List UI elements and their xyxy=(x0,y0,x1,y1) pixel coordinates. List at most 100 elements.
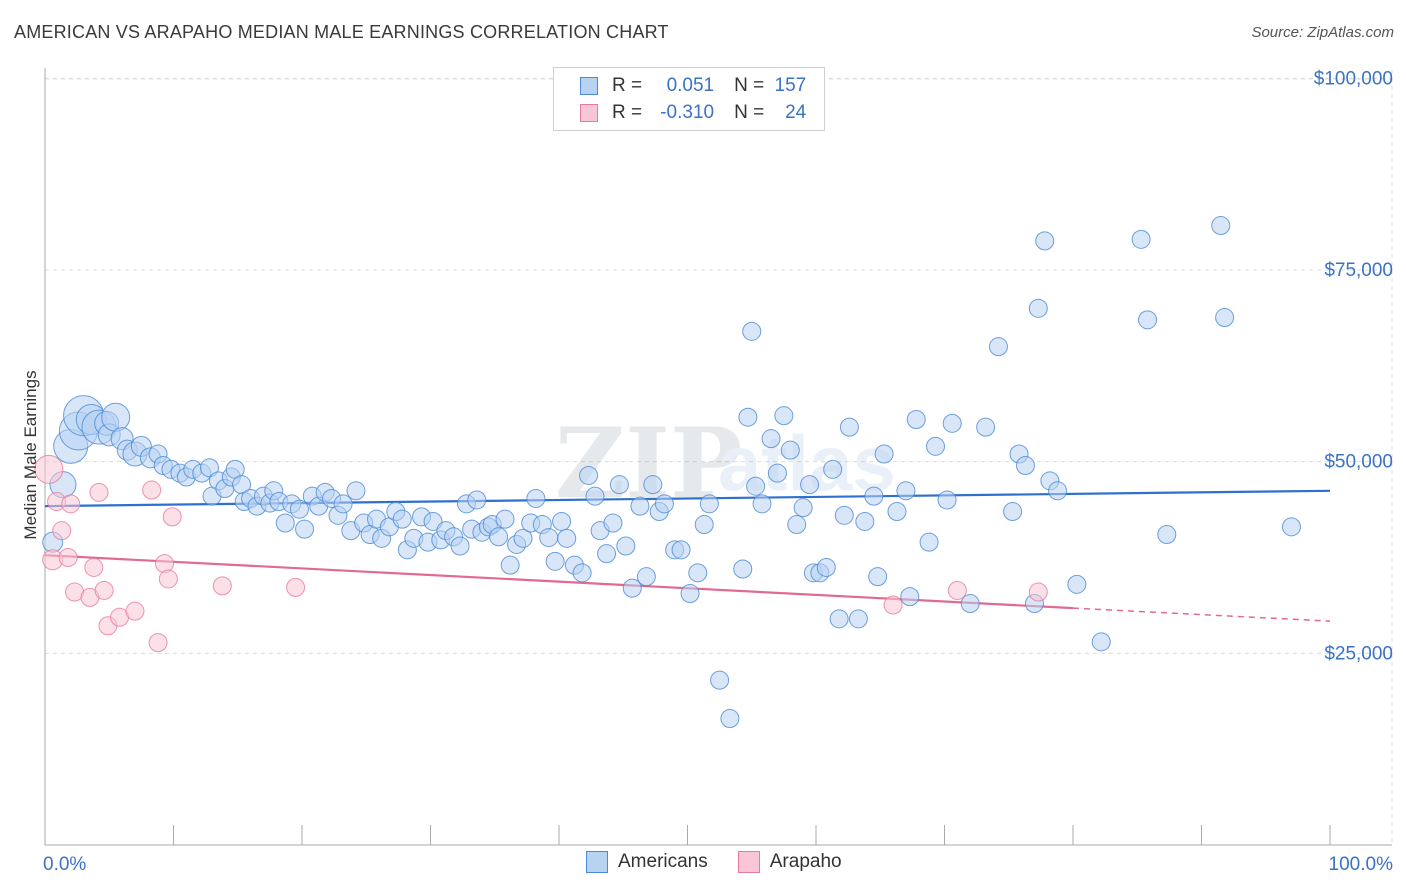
point-americans xyxy=(603,513,623,533)
y-tick-labels: $25,000 $50,000 $75,000 $100,000 xyxy=(1314,68,1393,664)
chart-title: AMERICAN VS ARAPAHO MEDIAN MALE EARNINGS… xyxy=(14,22,669,42)
point-americans xyxy=(1067,574,1087,594)
point-americans xyxy=(671,540,691,560)
point-arapaho xyxy=(286,577,306,597)
point-americans xyxy=(746,476,766,496)
x-tick-labels: 0.0% 100.0% xyxy=(43,854,1393,875)
legend-r-label: R = xyxy=(612,75,643,96)
point-americans xyxy=(654,494,674,514)
legend-r-value: 0.051 xyxy=(666,75,715,96)
point-americans xyxy=(597,544,617,564)
point-americans xyxy=(919,532,939,552)
point-americans xyxy=(1215,308,1235,328)
point-americans xyxy=(539,528,559,548)
point-americans xyxy=(816,557,836,577)
legend-n-value: 157 xyxy=(774,75,807,96)
point-americans xyxy=(101,402,131,432)
point-americans xyxy=(738,407,758,427)
point-americans xyxy=(346,481,366,501)
point-arapaho xyxy=(125,601,145,621)
point-arapaho xyxy=(84,557,104,577)
point-americans xyxy=(289,499,309,519)
point-americans xyxy=(526,488,546,508)
point-americans xyxy=(199,458,219,478)
point-americans xyxy=(643,475,663,495)
point-americans xyxy=(761,429,781,449)
point-arapaho xyxy=(94,580,114,600)
point-americans xyxy=(680,584,700,604)
point-americans xyxy=(688,563,708,583)
point-americans xyxy=(742,321,762,341)
point-arapaho xyxy=(34,454,64,484)
gridlines xyxy=(45,70,1393,845)
series-legend: Americans Arapaho xyxy=(586,851,872,873)
legend-swatch-americans xyxy=(580,77,598,95)
point-americans xyxy=(752,494,772,514)
legend-n-value: 24 xyxy=(785,102,807,123)
point-arapaho xyxy=(52,521,72,541)
legend-item-americans[interactable]: Americans xyxy=(586,851,708,873)
series-arapaho xyxy=(34,454,1048,653)
point-americans xyxy=(839,417,859,437)
point-americans xyxy=(616,536,636,556)
legend-swatch-americans xyxy=(586,851,608,873)
point-americans xyxy=(1035,231,1055,251)
point-americans xyxy=(1015,456,1035,475)
point-americans xyxy=(887,502,907,521)
point-americans xyxy=(988,337,1008,357)
point-americans xyxy=(780,440,800,460)
point-americans xyxy=(906,410,926,429)
trend-line-arapaho-extrapolated xyxy=(1072,607,1331,622)
legend-r-value: -0.310 xyxy=(660,102,715,123)
point-arapaho xyxy=(58,548,78,567)
stats-legend: R = 0.051 N = 157 R = -0.310 N = 24 xyxy=(553,67,825,131)
point-americans xyxy=(572,563,592,583)
point-arapaho xyxy=(158,569,178,589)
point-americans xyxy=(557,528,577,548)
source-credit: Source: ZipAtlas.com xyxy=(1251,24,1394,41)
point-arapaho xyxy=(162,507,182,527)
legend-label-arapaho: Arapaho xyxy=(769,851,842,872)
legend-row-americans: R = 0.051 N = 157 xyxy=(580,73,806,99)
point-americans xyxy=(622,578,642,598)
point-americans xyxy=(767,463,787,483)
point-americans xyxy=(855,511,875,531)
point-americans xyxy=(636,567,656,587)
point-arapaho xyxy=(142,480,162,500)
point-americans xyxy=(864,486,884,506)
point-americans xyxy=(495,509,515,529)
legend-label-americans: Americans xyxy=(618,851,708,872)
point-americans xyxy=(450,536,470,556)
point-americans xyxy=(787,515,807,535)
x-tick-label: 100.0% xyxy=(1329,854,1394,875)
point-americans xyxy=(1048,481,1068,501)
legend-item-arapaho[interactable]: Arapaho xyxy=(737,851,842,873)
point-americans xyxy=(513,528,533,548)
point-americans xyxy=(900,587,920,607)
point-americans xyxy=(896,481,916,501)
point-americans xyxy=(942,413,962,433)
y-tick-label: $100,000 xyxy=(1314,68,1393,89)
point-americans xyxy=(1028,298,1048,318)
point-americans xyxy=(275,513,295,533)
point-americans xyxy=(545,551,565,571)
x-tick-label: 0.0% xyxy=(43,854,86,875)
point-americans xyxy=(976,417,996,437)
point-americans xyxy=(699,494,719,514)
point-americans xyxy=(467,490,487,510)
point-americans xyxy=(333,494,353,514)
point-americans xyxy=(710,670,730,690)
point-arapaho xyxy=(883,595,903,615)
point-americans xyxy=(834,505,854,525)
point-americans xyxy=(1138,310,1158,330)
point-americans xyxy=(1091,632,1111,652)
legend-n-label: N = xyxy=(734,102,765,123)
y-axis-title: Median Male Earnings xyxy=(21,370,40,539)
point-americans xyxy=(1003,502,1023,521)
legend-row-arapaho: R = -0.310 N = 24 xyxy=(580,100,806,126)
legend-r-label: R = xyxy=(612,102,643,123)
point-americans xyxy=(694,515,714,535)
point-americans xyxy=(295,519,315,539)
point-americans xyxy=(500,555,520,575)
point-arapaho xyxy=(61,494,81,514)
